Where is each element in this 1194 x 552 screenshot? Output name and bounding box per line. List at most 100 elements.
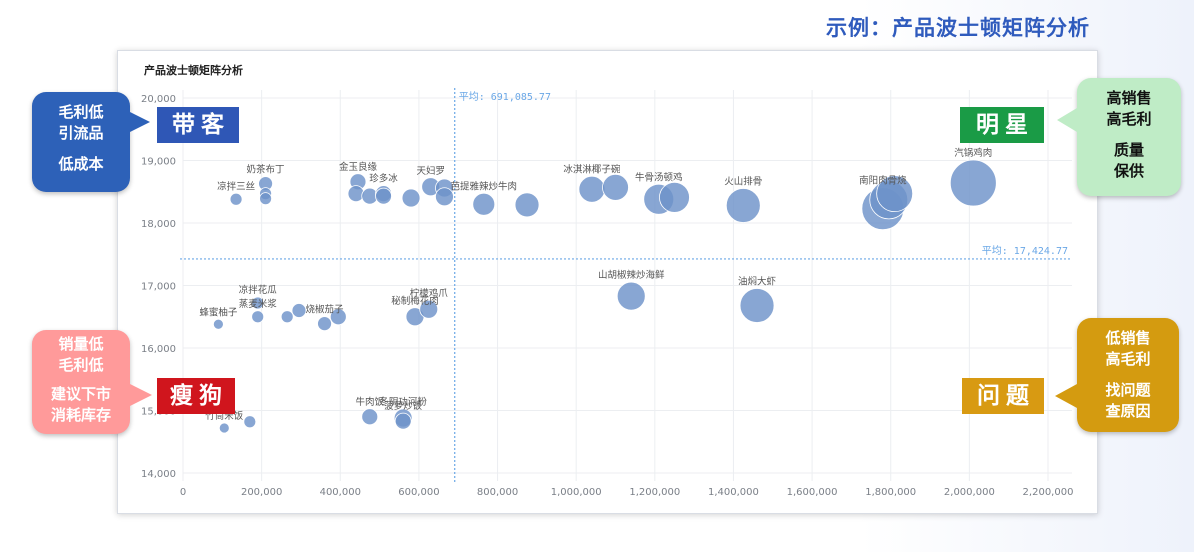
data-point	[243, 415, 257, 429]
callout-top-right: 高销售 高毛利 质量 保供	[1077, 78, 1181, 196]
data-point	[659, 181, 690, 213]
callout-pointer	[1057, 108, 1077, 132]
callout-pointer	[130, 112, 150, 132]
data-point	[514, 192, 540, 218]
point-label: 火山排骨	[724, 176, 762, 188]
point-label: 汽锅鸡肉	[954, 147, 992, 159]
data-point	[280, 310, 294, 324]
data-point	[419, 299, 439, 319]
data-points	[212, 159, 997, 434]
y-tick-label: 16,000	[141, 344, 176, 355]
data-point	[472, 192, 496, 216]
data-point	[876, 175, 914, 213]
data-point	[251, 296, 265, 310]
callout-line: 建议下市	[50, 385, 111, 403]
data-point	[739, 288, 775, 323]
x-tick-label: 1,000,000	[551, 487, 602, 498]
callout-line: 低销售	[1105, 329, 1151, 347]
avg-y-label: 平均: 17,424.77	[982, 245, 1068, 257]
x-tick-label: 800,000	[477, 487, 518, 498]
data-point	[229, 192, 243, 206]
point-label: 油焖大虾	[738, 276, 777, 288]
point-label: 凉拌花瓜	[239, 284, 278, 296]
quadrant-label-top-left: 带客	[157, 107, 239, 143]
chart-card	[117, 50, 1098, 514]
y-tick-label: 20,000	[141, 94, 176, 105]
point-label: 蜂蜜柚子	[199, 306, 238, 318]
point-label: 蒸麦米浆	[239, 298, 278, 310]
data-point	[435, 187, 454, 207]
callout-line: 毛利低	[58, 103, 104, 121]
callout-line: 毛利低	[58, 356, 104, 374]
point-label: 牛骨汤顿鸡	[635, 171, 683, 183]
point-label: 金玉良缘	[339, 161, 378, 173]
callout-line: 低成本	[58, 155, 104, 173]
data-point	[329, 308, 347, 326]
chart-title: 产品波士顿矩阵分析	[144, 64, 243, 77]
data-point	[347, 185, 365, 203]
callout-line: 引流品	[58, 124, 104, 142]
data-point	[394, 412, 412, 430]
callout-pointer	[1055, 384, 1077, 408]
point-label: 天妇罗	[416, 165, 445, 177]
quadrant-label-bottom-right: 问题	[962, 378, 1044, 414]
quadrant-label-bottom-left: 瘦狗	[157, 378, 235, 414]
callout-line: 找问题	[1105, 381, 1151, 399]
callout-line: 质量	[1113, 141, 1144, 159]
point-label: 冬阴功河粉	[379, 396, 427, 408]
callout-bottom-right: 低销售 高毛利 找问题 查原因	[1077, 318, 1179, 432]
axis-ticks: 14,00015,00016,00017,00018,00019,00020,0…	[141, 94, 1073, 498]
x-tick-label: 600,000	[398, 487, 439, 498]
y-tick-label: 19,000	[141, 157, 176, 168]
point-label: 山胡椒辣炒海鲜	[598, 269, 665, 281]
data-point	[401, 188, 421, 208]
callout-line: 保供	[1113, 162, 1144, 180]
x-tick-label: 1,400,000	[708, 487, 759, 498]
point-label: 菠萝炒饭	[384, 400, 423, 412]
x-tick-label: 400,000	[320, 487, 361, 498]
callout-line: 销量低	[58, 335, 104, 353]
point-label: 南阳肉骨烧	[859, 175, 907, 187]
data-point	[725, 188, 761, 223]
page-title: 示例：产品波士顿矩阵分析	[826, 16, 1090, 40]
y-tick-label: 14,000	[141, 469, 176, 480]
x-tick-label: 1,200,000	[629, 487, 680, 498]
x-tick-label: 1,800,000	[865, 487, 916, 498]
callout-line: 查原因	[1105, 402, 1151, 420]
data-point	[251, 310, 265, 324]
quadrant-label-top-right: 明星	[960, 107, 1044, 143]
data-point	[375, 187, 392, 205]
point-label: 柠檬鸡爪	[410, 287, 449, 299]
y-tick-label: 17,000	[141, 282, 176, 293]
data-point	[218, 422, 230, 434]
avg-x-label: 平均: 691,085.77	[459, 91, 551, 103]
data-point	[212, 318, 224, 330]
y-tick-label: 18,000	[141, 219, 176, 230]
point-label: 冰淇淋椰子碗	[563, 163, 621, 175]
callout-top-left: 毛利低 引流品 低成本	[32, 92, 130, 192]
data-point	[949, 159, 997, 207]
x-tick-label: 1,600,000	[787, 487, 838, 498]
data-point	[578, 175, 606, 203]
data-point	[317, 316, 332, 332]
callout-line: 高毛利	[1106, 110, 1152, 128]
x-tick-label: 2,000,000	[944, 487, 995, 498]
x-tick-label: 200,000	[241, 487, 282, 498]
x-tick-label: 2,200,000	[1023, 487, 1074, 498]
point-label: 珍多冰	[369, 173, 398, 185]
point-label: 凉拌三丝	[217, 180, 255, 192]
callout-line: 消耗库存	[50, 406, 111, 424]
callout-line: 高销售	[1106, 89, 1152, 107]
point-label: 芭提雅辣炒牛肉	[451, 180, 518, 192]
data-point	[259, 192, 272, 206]
data-point	[602, 173, 629, 201]
callout-line: 高毛利	[1105, 350, 1151, 368]
point-label: 烧椒茄子	[306, 304, 345, 316]
point-label: 奶茶布丁	[247, 164, 285, 176]
callout-pointer	[130, 384, 152, 406]
x-tick-label: 0	[180, 487, 186, 498]
data-point	[361, 408, 379, 426]
average-lines: 平均: 691,085.77 平均: 17,424.77	[180, 88, 1072, 482]
